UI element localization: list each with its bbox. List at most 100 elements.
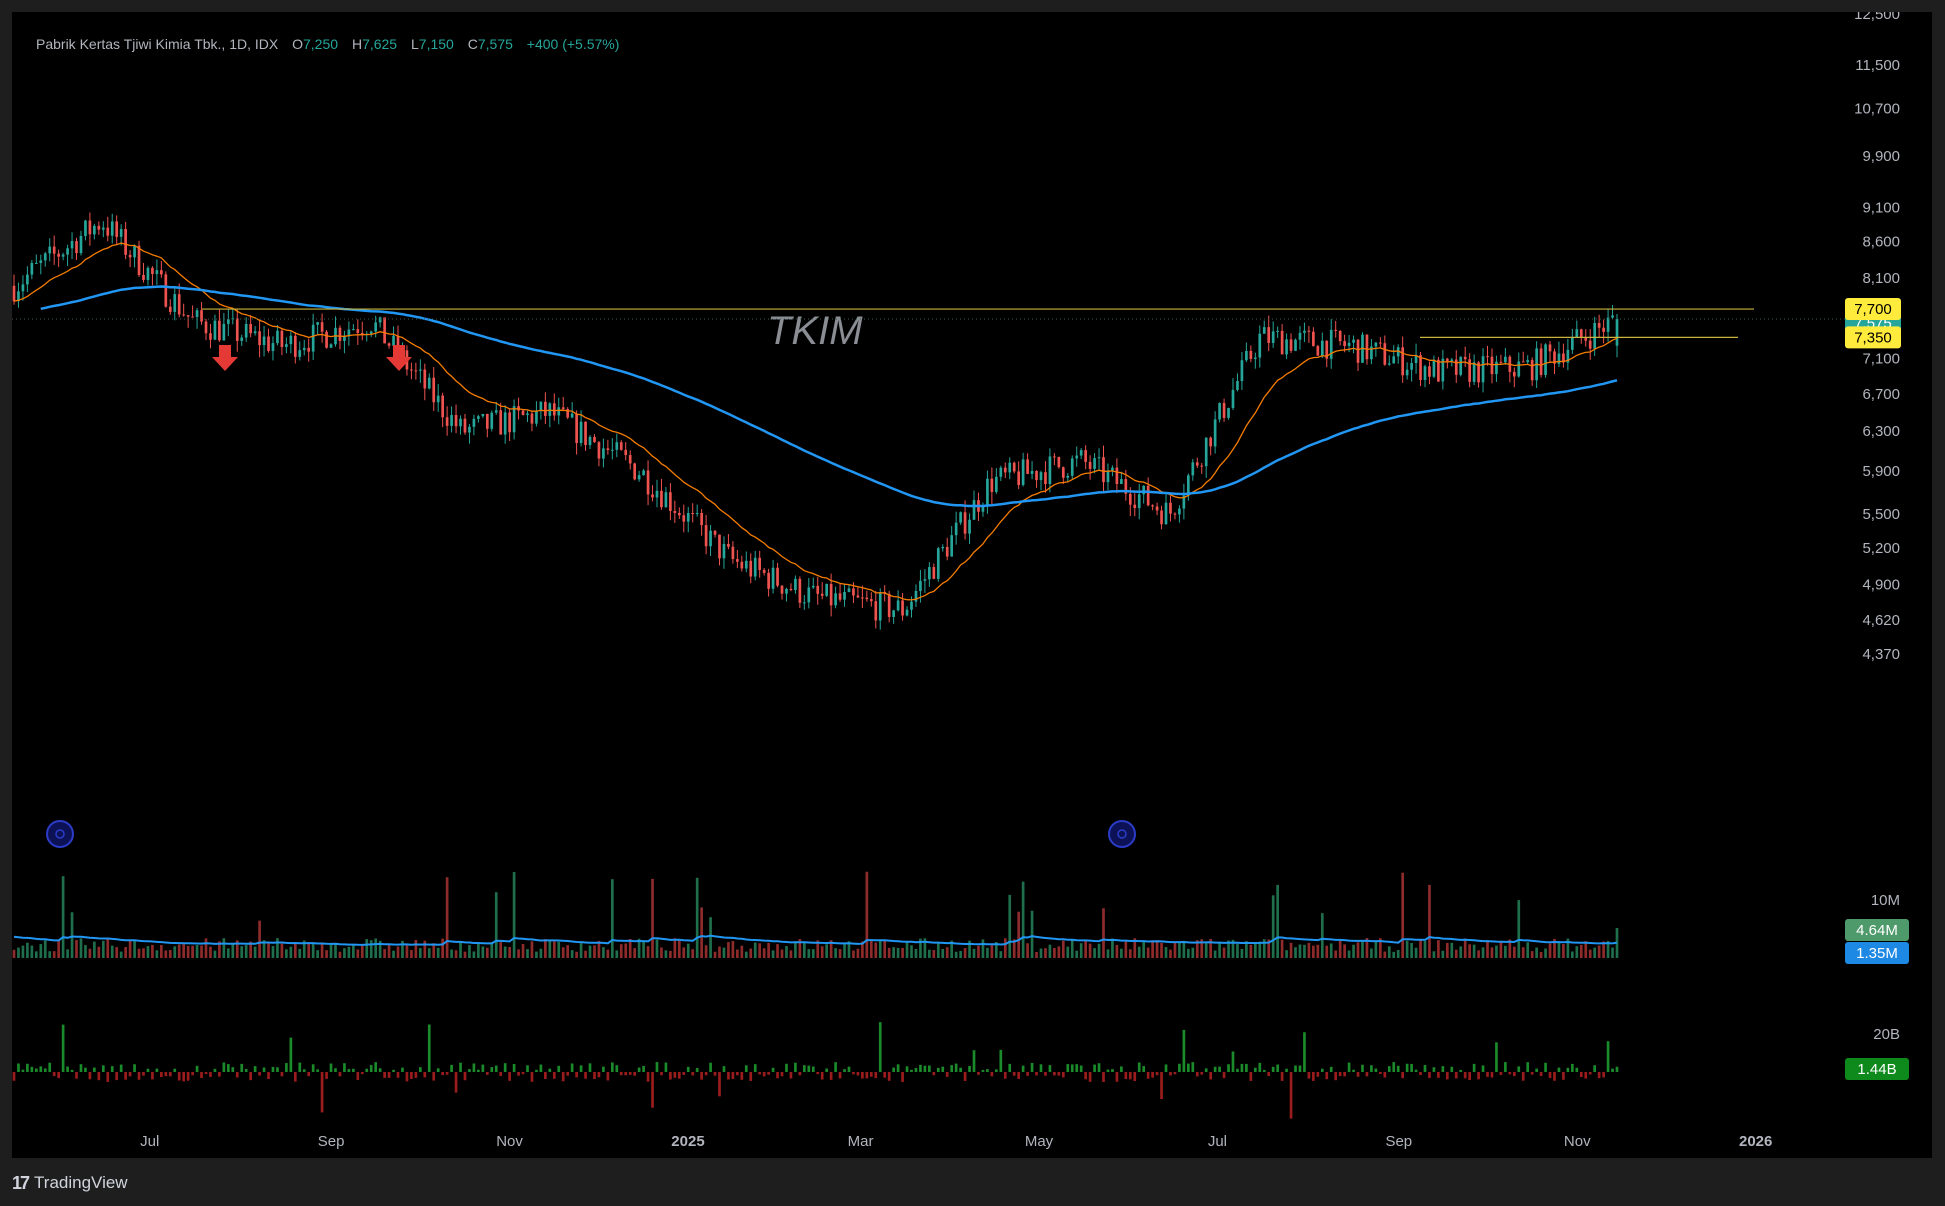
value-bar bbox=[1249, 1072, 1253, 1081]
candle bbox=[1445, 358, 1449, 361]
value-bar bbox=[298, 1062, 302, 1072]
volume-bar bbox=[1365, 938, 1369, 958]
value-bar bbox=[1191, 1062, 1195, 1072]
volume-bar bbox=[1124, 940, 1128, 958]
brand-name[interactable]: TradingView bbox=[34, 1173, 128, 1192]
tradingview-logo-icon[interactable]: 17 bbox=[12, 1172, 30, 1193]
volume-bar bbox=[1245, 941, 1248, 958]
value-bar bbox=[173, 1068, 177, 1072]
candle bbox=[552, 403, 556, 416]
volume-bar bbox=[1539, 951, 1543, 958]
candle bbox=[1553, 351, 1556, 364]
candle bbox=[262, 336, 266, 346]
value-bar bbox=[731, 1072, 735, 1079]
value-bar bbox=[1566, 1067, 1570, 1072]
volume-bar bbox=[182, 944, 186, 958]
candle bbox=[1307, 330, 1311, 332]
candle bbox=[736, 559, 739, 562]
value-bar bbox=[1294, 1065, 1297, 1072]
value-bar bbox=[1160, 1072, 1163, 1100]
value-bar bbox=[1441, 1066, 1445, 1072]
volume-bar bbox=[878, 940, 882, 958]
value-bar bbox=[414, 1072, 418, 1078]
value-bar bbox=[1039, 1064, 1043, 1072]
value-bar bbox=[1227, 1064, 1230, 1072]
value-bar bbox=[249, 1072, 252, 1081]
candle bbox=[695, 512, 699, 514]
candle bbox=[1079, 450, 1083, 456]
volume-bar bbox=[936, 942, 940, 958]
candle bbox=[1481, 356, 1485, 383]
candle bbox=[1093, 458, 1096, 469]
volume-bar bbox=[727, 942, 730, 958]
value-bar bbox=[369, 1065, 373, 1072]
value-bar bbox=[1155, 1072, 1159, 1076]
value-bar bbox=[204, 1072, 208, 1075]
value-bar bbox=[1611, 1068, 1614, 1072]
candle bbox=[329, 344, 333, 348]
volume-bar bbox=[1285, 950, 1288, 958]
value-bar bbox=[334, 1068, 337, 1072]
candle bbox=[570, 413, 574, 418]
value-bar bbox=[1383, 1072, 1387, 1078]
level-tag-7350-label: 7,350 bbox=[1854, 329, 1892, 346]
value-bar bbox=[195, 1065, 199, 1072]
value-bar bbox=[820, 1072, 824, 1080]
value-bar bbox=[93, 1067, 96, 1072]
level-tag-7700-bg bbox=[1845, 298, 1901, 321]
candle bbox=[1428, 366, 1431, 377]
candle bbox=[865, 597, 869, 600]
price-axis-tick: 8,600 bbox=[1862, 234, 1900, 251]
value-bar bbox=[999, 1049, 1003, 1072]
volume-bar bbox=[414, 939, 418, 958]
volume-bar bbox=[731, 941, 735, 958]
volume-bar bbox=[526, 949, 529, 958]
value-bar bbox=[744, 1065, 748, 1072]
time-axis-tick: 2026 bbox=[1739, 1133, 1772, 1150]
value-bar bbox=[280, 1072, 284, 1077]
candle bbox=[1432, 359, 1436, 377]
volume-bar bbox=[271, 946, 275, 958]
volume-bar bbox=[410, 950, 413, 958]
value-bar bbox=[1575, 1067, 1579, 1072]
candle bbox=[901, 600, 904, 616]
value-bar bbox=[119, 1064, 123, 1072]
candle bbox=[66, 248, 69, 255]
candle bbox=[173, 294, 177, 312]
volume-bar bbox=[740, 945, 744, 958]
volume-bar bbox=[1035, 951, 1038, 958]
volume-bar bbox=[820, 946, 824, 958]
volume-bar bbox=[709, 917, 712, 958]
volume-bar bbox=[356, 949, 360, 958]
value-bar bbox=[512, 1063, 516, 1072]
value-bar bbox=[432, 1072, 436, 1081]
value-bar bbox=[852, 1072, 855, 1075]
volume-bar bbox=[1504, 945, 1507, 958]
price-chart[interactable]: 4,370 4,620 4,900 5,200 5,500 5,900 6,300 6,700… bbox=[12, 12, 1932, 1158]
candle bbox=[1383, 343, 1387, 365]
price-axis-tick: 6,300 bbox=[1862, 423, 1900, 440]
candle bbox=[1571, 337, 1574, 350]
candle bbox=[195, 310, 199, 317]
volume-bar bbox=[843, 942, 846, 958]
ohlc-high: H7,625 bbox=[351, 36, 398, 52]
candle bbox=[1414, 355, 1418, 364]
value-bar bbox=[1003, 1072, 1007, 1079]
value-bar bbox=[637, 1067, 641, 1072]
candle bbox=[418, 369, 422, 371]
candle bbox=[856, 595, 860, 598]
candle bbox=[1325, 340, 1329, 359]
candle bbox=[110, 221, 114, 236]
candle bbox=[472, 418, 476, 427]
volume-bar bbox=[124, 947, 127, 958]
volume-bar bbox=[780, 949, 784, 958]
volume-bar bbox=[146, 946, 150, 958]
candle bbox=[1410, 363, 1413, 370]
volume-bar bbox=[66, 949, 69, 958]
value-bar bbox=[218, 1072, 221, 1077]
volume-bar bbox=[374, 938, 378, 958]
price-axis-tick: 4,370 bbox=[1862, 646, 1900, 663]
volume-bar bbox=[1584, 941, 1588, 958]
volume-bar bbox=[1512, 946, 1516, 958]
volume-bar bbox=[954, 951, 958, 958]
